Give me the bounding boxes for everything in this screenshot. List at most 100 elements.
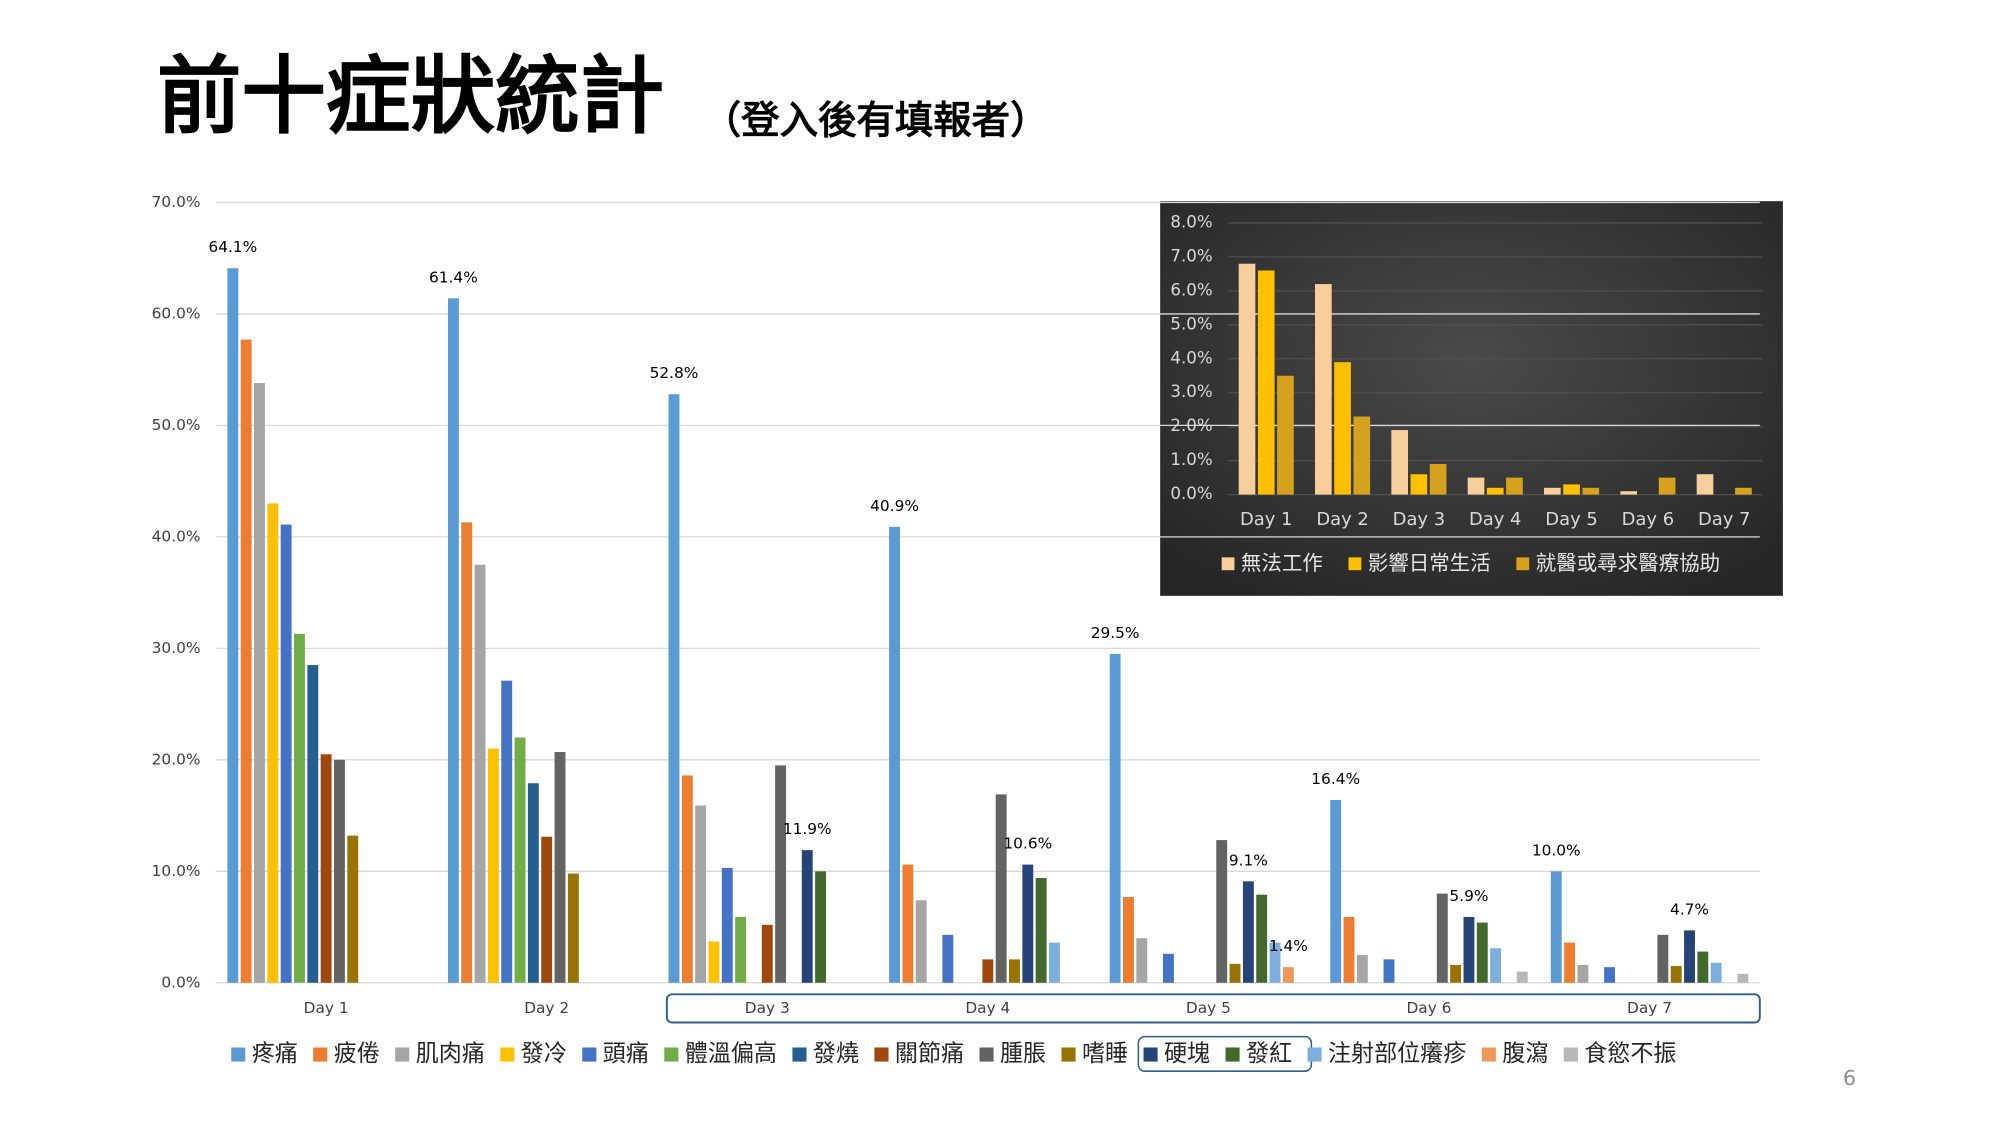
bar: [982, 959, 994, 983]
x-tick-label: Day 3: [745, 999, 790, 1017]
bar: [1277, 375, 1294, 495]
bar: [1257, 270, 1275, 495]
bar: [1684, 930, 1695, 983]
value-label: 52.8%: [650, 364, 699, 382]
legend-swatch: [1516, 557, 1530, 571]
bar: [514, 737, 526, 983]
legend-label: 關節痛: [895, 1041, 964, 1067]
title: 前十症狀統計: [157, 47, 664, 145]
legend-label: 就醫或尋求醫療協助: [1536, 551, 1720, 575]
legend-swatch: [1221, 557, 1235, 571]
bar: [567, 873, 579, 983]
bar: [708, 941, 720, 983]
legend-label: 疲倦: [334, 1041, 380, 1067]
value-label: 11.9%: [783, 820, 832, 838]
legend-label: 發紅: [1246, 1041, 1292, 1067]
bar: [942, 934, 954, 983]
bar: [1229, 963, 1241, 983]
bar: [1330, 799, 1342, 983]
x-tick-label: Day 4: [965, 999, 1010, 1017]
legend-swatch: [1143, 1047, 1158, 1062]
bar: [554, 752, 566, 983]
y-tick-label: 50.0%: [152, 416, 201, 434]
bar: [668, 394, 680, 983]
bar: [1238, 263, 1256, 495]
bar: [1564, 942, 1576, 983]
bar: [1334, 362, 1351, 495]
bar: [1697, 951, 1709, 983]
bar: [1670, 966, 1682, 983]
subtitle: （登入後有填報者）: [703, 99, 1049, 144]
value-label: 40.9%: [870, 497, 919, 515]
bar: [501, 680, 513, 983]
bar: [1353, 416, 1371, 495]
bar: [227, 268, 239, 983]
bar: [280, 524, 292, 983]
bar: [1136, 938, 1148, 983]
bar: [1710, 962, 1722, 983]
page-number: 6: [1843, 1066, 1856, 1090]
bar: [447, 298, 459, 983]
legend-swatch: [395, 1047, 410, 1062]
legend-label: 腫脹: [1000, 1041, 1046, 1067]
x-tick-label: Day 6: [1406, 999, 1451, 1017]
bar: [761, 924, 773, 983]
legend-label: 注射部位癢疹: [1328, 1041, 1466, 1067]
x-tick-label: Day 2: [1316, 509, 1369, 530]
legend-swatch: [1481, 1047, 1496, 1062]
y-tick-label: 70.0%: [152, 193, 201, 211]
bar: [1490, 948, 1502, 983]
bar: [333, 759, 345, 983]
bar: [240, 339, 252, 983]
bar: [1476, 922, 1488, 983]
value-label: 1.4%: [1269, 937, 1308, 955]
y-tick-label: 60.0%: [152, 304, 201, 322]
bar: [527, 783, 539, 983]
bar: [1506, 477, 1523, 495]
x-tick-label: Day 1: [1240, 509, 1293, 530]
legend-label: 肌肉痛: [416, 1041, 485, 1067]
value-label: 64.1%: [208, 238, 257, 256]
bar: [1577, 964, 1589, 983]
x-tick-label: Day 5: [1186, 999, 1231, 1017]
bar: [1436, 893, 1448, 983]
bar: [1315, 284, 1332, 495]
bar: [1383, 959, 1395, 983]
value-label: 5.9%: [1449, 887, 1488, 905]
bar: [267, 503, 279, 983]
x-tick-label: Day 5: [1545, 509, 1598, 530]
bar: [681, 775, 693, 983]
bar: [902, 864, 914, 983]
bar: [1658, 477, 1676, 495]
y-tick-label: 30.0%: [152, 639, 201, 657]
y-tick-label: 1.0%: [1170, 450, 1212, 469]
bar: [474, 564, 486, 983]
bar: [1356, 954, 1368, 983]
bar: [1122, 896, 1134, 983]
bar: [1429, 464, 1447, 495]
bar: [1035, 877, 1047, 983]
legend-swatch: [979, 1047, 994, 1062]
bar: [461, 522, 473, 983]
legend-label: 發燒: [813, 1041, 859, 1067]
y-tick-label: 3.0%: [1170, 382, 1212, 401]
legend-label: 腹瀉: [1502, 1041, 1548, 1067]
bar: [1410, 474, 1428, 495]
value-label: 29.5%: [1091, 624, 1140, 642]
bar: [1450, 964, 1462, 983]
bar: [1696, 474, 1714, 495]
bar: [695, 805, 707, 983]
bar: [1463, 917, 1475, 983]
y-tick-label: 6.0%: [1170, 280, 1212, 299]
x-tick-label: Day 3: [1393, 509, 1446, 530]
bar: [294, 633, 305, 983]
x-tick-label: Day 7: [1627, 999, 1672, 1017]
y-tick-label: 0.0%: [161, 973, 200, 991]
value-label: 9.1%: [1229, 851, 1268, 869]
bar: [1282, 967, 1294, 983]
y-tick-label: 0.0%: [1170, 484, 1212, 503]
x-tick-label: Day 7: [1698, 509, 1751, 530]
legend-swatch: [1225, 1047, 1240, 1062]
bar: [1256, 894, 1268, 983]
